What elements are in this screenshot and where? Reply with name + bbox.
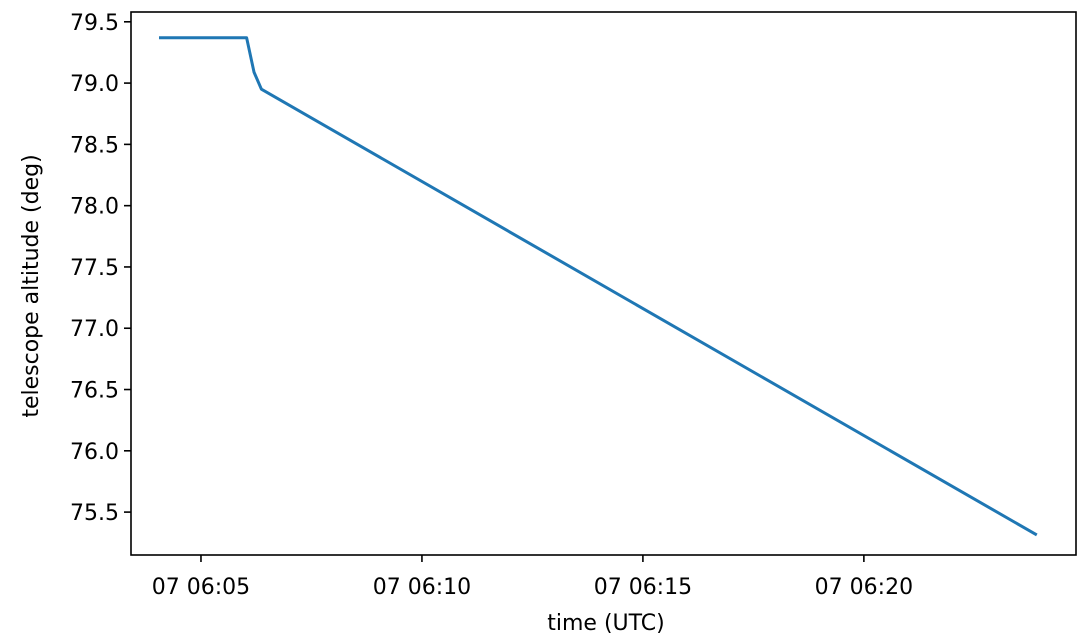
y-tick-label: 78.5 — [70, 133, 119, 158]
y-tick-label: 79.0 — [70, 72, 119, 97]
plot-background — [131, 12, 1076, 555]
y-tick-label: 77.5 — [70, 256, 119, 281]
y-tick-label: 79.5 — [70, 11, 119, 36]
y-axis-ticks: 75.5 76.0 76.5 77.0 77.5 78.0 78.5 79.0 79.5 — [70, 11, 131, 526]
y-tick-label: 76.0 — [70, 440, 119, 465]
x-axis-ticks: 07 06:05 07 06:10 07 06:15 07 06:20 — [152, 555, 913, 600]
x-tick-label: 07 06:20 — [815, 575, 913, 600]
x-axis-title: time (UTC) — [547, 611, 664, 636]
y-tick-label: 75.5 — [70, 501, 119, 526]
y-tick-label: 76.5 — [70, 379, 119, 404]
series-line-0 — [159, 36, 1038, 537]
plot-frame — [130, 11, 1077, 556]
x-tick-label: 07 06:15 — [594, 575, 692, 600]
y-tick-label: 78.0 — [70, 195, 119, 220]
x-tick-label: 07 06:10 — [373, 575, 471, 600]
x-tick-label: 07 06:05 — [152, 575, 250, 600]
data-marks — [159, 36, 1038, 537]
y-tick-label: 77.0 — [70, 317, 119, 342]
y-axis-title: telescope altitude (deg) — [19, 154, 44, 417]
